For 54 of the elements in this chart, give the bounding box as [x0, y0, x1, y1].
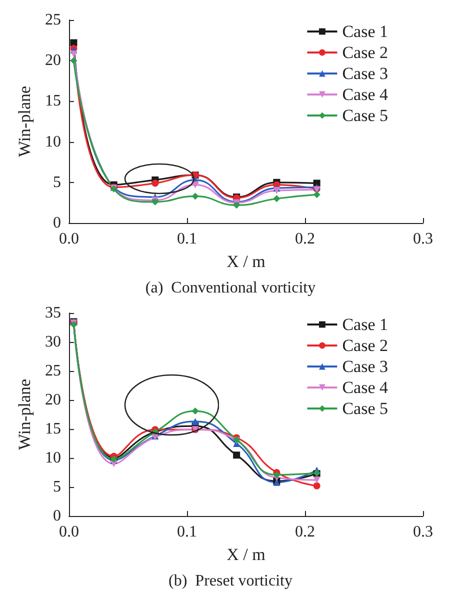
legend-label: Case 3 — [342, 357, 388, 376]
point — [192, 192, 199, 200]
legend-label: Case 2 — [342, 336, 388, 355]
text: (b) Preset vorticity — [168, 572, 292, 590]
y-tick-label: 25 — [45, 362, 61, 380]
y-tick-label: 30 — [45, 334, 61, 350]
y-tick-label: 0 — [53, 214, 61, 232]
point — [313, 191, 320, 198]
x-tick-label: 0.2 — [295, 524, 315, 540]
x-tick-label: 0.0 — [59, 524, 79, 540]
point — [273, 187, 280, 194]
y-tick-label: 5 — [53, 478, 61, 496]
point — [192, 408, 199, 415]
legend-label: Case 2 — [342, 43, 388, 62]
x-tick-label: 0.2 — [295, 230, 315, 248]
point — [273, 471, 280, 478]
point — [192, 181, 199, 188]
legend-label: Case 5 — [342, 106, 388, 125]
legend-label: Case 1 — [342, 22, 388, 41]
x-axis-title: X / m — [226, 545, 266, 564]
point — [313, 476, 320, 484]
point — [70, 50, 78, 58]
y-axis-title: Win-plane — [15, 86, 34, 158]
x-tick-label: 0.1 — [177, 524, 197, 540]
point — [70, 39, 78, 46]
point — [70, 57, 78, 64]
y-tick-label: 20 — [45, 392, 61, 408]
point — [273, 195, 280, 202]
y-axis-title: Win-plane — [15, 378, 34, 450]
legend-label: Case 3 — [342, 64, 388, 83]
y-tick-label: 5 — [53, 174, 61, 191]
y-tick-label: 20 — [45, 52, 61, 70]
y-tick-label: 10 — [45, 450, 61, 466]
point — [192, 418, 199, 425]
legend-label: Case 1 — [342, 315, 388, 334]
legend-label: Case 5 — [342, 399, 388, 418]
y-tick-label: 35 — [45, 304, 61, 322]
y-tick-label: 15 — [45, 420, 61, 438]
point — [233, 452, 240, 459]
x-tick-label: 0.0 — [59, 230, 79, 248]
legend-label: Case 4 — [342, 85, 388, 104]
text: (a) Conventional vorticity — [145, 280, 316, 296]
x-tick-label: 0.3 — [413, 230, 433, 248]
point — [313, 482, 320, 490]
y-tick-label: 15 — [45, 92, 61, 110]
legend-label: Case 4 — [342, 378, 388, 397]
x-tick-label: 0.3 — [413, 524, 433, 540]
point — [152, 180, 159, 187]
y-tick-label: 10 — [45, 133, 61, 150]
x-axis-title: X / m — [226, 252, 266, 271]
point — [233, 202, 240, 209]
y-tick-label: 25 — [45, 12, 61, 28]
y-tick-label: 0 — [53, 508, 61, 524]
x-tick-label: 0.1 — [177, 230, 197, 248]
